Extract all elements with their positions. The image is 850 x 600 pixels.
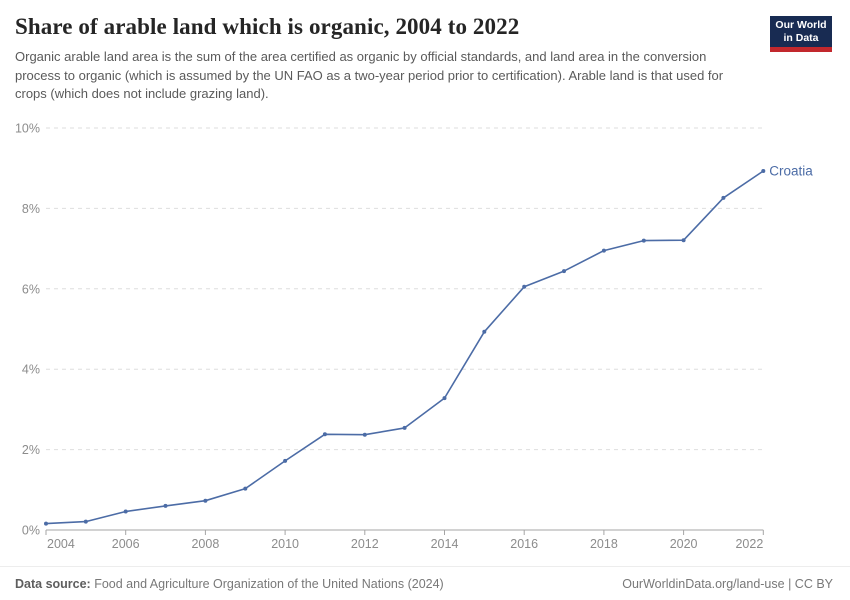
credit-url-link[interactable]: OurWorldinData.org/land-use — [622, 576, 785, 591]
data-point[interactable] — [681, 238, 686, 243]
x-axis-label: 2008 — [191, 537, 219, 551]
chart-header: Share of arable land which is organic, 2… — [15, 14, 755, 104]
x-axis-label: 2010 — [271, 537, 299, 551]
credit-license-link[interactable]: CC BY — [794, 576, 833, 591]
chart-title: Share of arable land which is organic, 2… — [15, 14, 520, 39]
y-axis-label: 2% — [22, 443, 40, 457]
data-point[interactable] — [402, 425, 407, 430]
chart-subtitle: Organic arable land area is the sum of t… — [15, 49, 724, 101]
series-end-label[interactable]: Croatia — [769, 164, 813, 179]
x-axis-label: 2014 — [431, 537, 459, 551]
y-axis-label: 0% — [22, 524, 40, 538]
x-axis-label: 2022 — [735, 537, 763, 551]
owid-logo-stripe — [770, 47, 832, 52]
x-axis-label: 2018 — [590, 537, 618, 551]
owid-logo-line2: in Data — [783, 31, 819, 44]
data-point[interactable] — [123, 509, 128, 514]
x-axis-label: 2004 — [47, 537, 75, 551]
data-source-label: Data source: — [15, 576, 91, 591]
data-point[interactable] — [44, 521, 48, 526]
data-point[interactable] — [761, 169, 766, 173]
owid-logo[interactable]: Our World in Data — [770, 16, 832, 52]
data-point[interactable] — [482, 329, 487, 334]
owid-logo-box: Our World in Data — [770, 16, 832, 47]
data-source: Data source: Food and Agriculture Organi… — [15, 577, 444, 591]
y-axis-label: 4% — [22, 363, 40, 377]
trend-line[interactable] — [45, 170, 764, 525]
data-point[interactable] — [322, 432, 327, 437]
x-axis-label: 2012 — [351, 537, 379, 551]
data-point[interactable] — [641, 238, 646, 243]
data-point[interactable] — [163, 503, 168, 508]
line-chart: 0% 2% 4% 6% 8% 10% 2004 2006 2008 2010 2012 2014 201… — [15, 122, 813, 552]
data-point[interactable] — [522, 284, 527, 289]
data-point[interactable] — [601, 248, 606, 253]
y-axis-label: 6% — [22, 282, 40, 296]
y-axis-label: 8% — [22, 202, 40, 216]
data-point[interactable] — [442, 396, 447, 401]
credit-divider: | — [784, 576, 795, 591]
data-point[interactable] — [83, 519, 88, 524]
data-point[interactable] — [283, 458, 288, 463]
data-source-text: Food and Agriculture Organization of the… — [90, 576, 444, 591]
x-axis-label: 2016 — [510, 537, 538, 551]
data-point[interactable] — [362, 432, 367, 437]
data-point[interactable] — [721, 195, 726, 200]
owid-logo-line1: Our World — [775, 19, 827, 31]
data-point[interactable] — [243, 486, 248, 491]
data-point[interactable] — [203, 498, 208, 503]
y-axis-label: 10% — [15, 122, 40, 136]
data-point[interactable] — [562, 269, 566, 274]
x-axis-label: 2020 — [670, 537, 698, 551]
x-axis-label: 2006 — [112, 537, 140, 551]
chart-footer: Data source: Food and Agriculture Organi… — [0, 566, 850, 600]
credit-line: OurWorldinData.org/land-use | CC BY — [622, 577, 833, 591]
